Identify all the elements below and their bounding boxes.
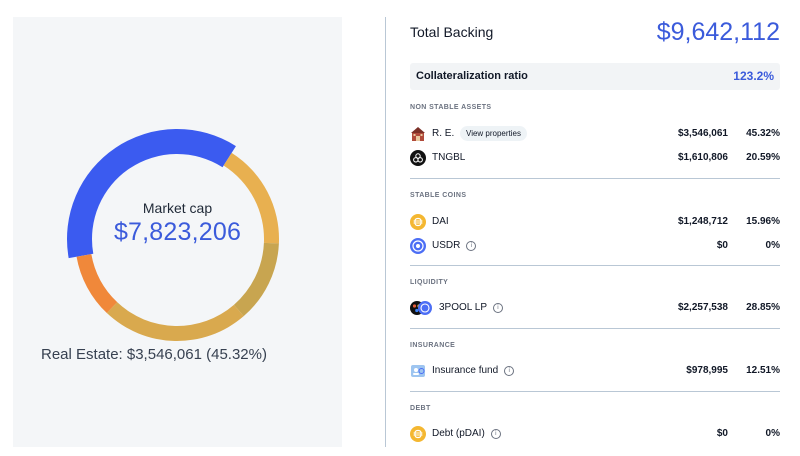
info-icon[interactable]: i: [504, 366, 515, 376]
section-title-non-stable-assets: NON STABLE ASSETS: [410, 104, 492, 111]
section-title-insurance: INSURANCE: [410, 342, 456, 349]
asset-row-3pool-lp: 3POOL LP i $2,257,538 28.85%: [410, 298, 780, 318]
asset-name-3pool-lp: 3POOL LP i: [439, 302, 503, 313]
donut-slice-3pool-lp[interactable]: [106, 302, 244, 341]
usdr-token-icon: [410, 238, 426, 254]
market-cap-donut-chart: [67, 129, 279, 341]
info-icon[interactable]: i: [490, 429, 501, 439]
asset-name-3pool-lp-text: 3POOL LP: [439, 302, 487, 313]
asset-name-insurance-fund: Insurance fund i: [432, 365, 515, 376]
total-backing-label: Total Backing: [410, 24, 494, 40]
asset-value-usdr: $0: [716, 240, 728, 251]
asset-row-insurance-fund: Insurance fund i $978,995 12.51%: [410, 361, 780, 381]
asset-value-dai: $1,248,712: [677, 216, 728, 227]
section-divider: [410, 178, 780, 179]
dai-token-icon: [410, 214, 426, 230]
asset-row-re: R. E. View properties $3,546,061 45.32%: [410, 124, 780, 144]
donut-slice-tngbl[interactable]: [223, 152, 279, 244]
info-icon[interactable]: i: [493, 303, 503, 313]
tngbl-token-icon: [410, 150, 426, 166]
donut-slice-dai[interactable]: [233, 242, 279, 317]
asset-name-debt-pdai-text: Debt (pDAI): [432, 428, 485, 439]
asset-name-dai: DAI: [432, 216, 449, 227]
asset-row-dai: DAI $1,248,712 15.96%: [410, 212, 780, 232]
asset-name-tngbl: TNGBL: [432, 152, 466, 163]
house-icon: [411, 127, 425, 141]
section-divider: [410, 391, 780, 392]
asset-name-insurance-fund-text: Insurance fund: [432, 365, 499, 376]
asset-pct-insurance-fund: 12.51%: [746, 365, 780, 376]
3pool-lp-icon: [410, 301, 432, 315]
info-icon[interactable]: i: [466, 241, 477, 251]
asset-pct-tngbl: 20.59%: [746, 152, 780, 163]
collateralization-ratio-value: 123.2%: [733, 69, 774, 83]
section-divider: [410, 328, 780, 329]
asset-pct-re: 45.32%: [746, 128, 780, 139]
pdai-token-icon: [410, 426, 426, 442]
market-cap-value: $7,823,206: [113, 218, 242, 246]
asset-value-re: $3,546,061: [677, 128, 728, 139]
market-cap-label: Market cap: [142, 200, 213, 216]
asset-pct-3pool-lp: 28.85%: [746, 302, 780, 313]
asset-value-tngbl: $1,610,806: [677, 152, 728, 163]
donut-slice-insurance-fund[interactable]: [76, 254, 118, 314]
vertical-divider: [385, 17, 386, 447]
section-divider: [410, 265, 780, 266]
asset-name-re: R. E.: [432, 128, 455, 139]
asset-row-usdr: USDR i $0 0%: [410, 236, 780, 256]
asset-row-debt-pdai: Debt (pDAI) i $0 0%: [410, 424, 780, 444]
asset-pct-debt-pdai: 0%: [765, 428, 780, 439]
view-properties-button[interactable]: View properties: [460, 126, 527, 141]
asset-value-3pool-lp: $2,257,538: [677, 302, 728, 313]
donut-hover-summary: Real Estate: $3,546,061 (45.32%): [41, 346, 267, 363]
section-title-liquidity: LIQUIDITY: [410, 279, 449, 286]
section-title-debt: DEBT: [410, 405, 431, 412]
insurance-fund-icon: [411, 365, 425, 377]
total-backing-row: Total Backing $9,642,112: [410, 18, 780, 48]
collateralization-ratio-label: Collateralization ratio: [416, 70, 528, 82]
asset-name-debt-pdai: Debt (pDAI) i: [432, 428, 501, 439]
collateralization-ratio-row: Collateralization ratio 123.2%: [410, 63, 780, 90]
asset-value-debt-pdai: $0: [716, 428, 728, 439]
total-backing-value: $9,642,112: [656, 18, 780, 46]
asset-name-usdr-text: USDR: [432, 240, 461, 251]
asset-pct-dai: 15.96%: [746, 216, 780, 227]
section-title-stable-coins: STABLE COINS: [410, 192, 467, 199]
asset-row-tngbl: TNGBL $1,610,806 20.59%: [410, 148, 780, 168]
donut-slice-r-e[interactable]: [67, 129, 236, 259]
market-cap-panel: Market cap $7,823,206 Real Estate: $3,54…: [13, 17, 342, 447]
asset-name-usdr: USDR i: [432, 240, 477, 251]
asset-value-insurance-fund: $978,995: [686, 365, 728, 376]
asset-pct-usdr: 0%: [765, 240, 780, 251]
